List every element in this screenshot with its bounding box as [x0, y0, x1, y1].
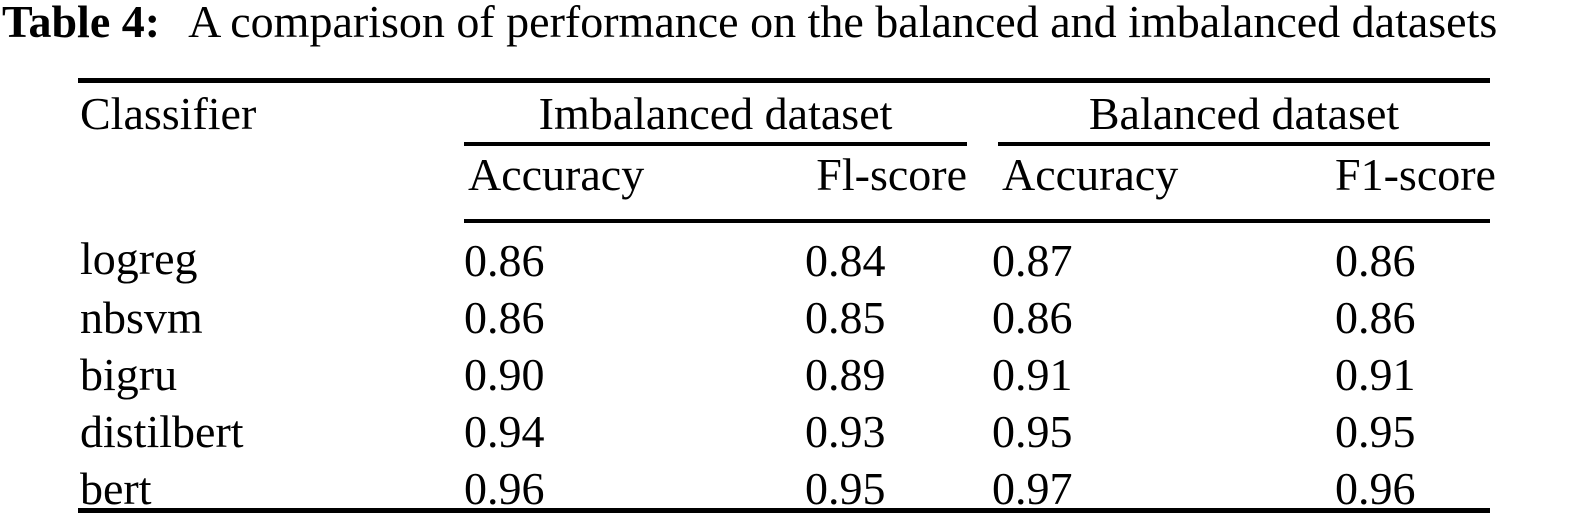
balanced-accuracy-value: 0.97 [992, 463, 1073, 514]
classifier-name: bert [80, 463, 152, 514]
imbalanced-accuracy-value: 0.86 [464, 292, 545, 343]
imbalanced-accuracy-header: Accuracy [464, 146, 805, 223]
balanced-group-label: Balanced dataset [998, 83, 1491, 146]
group-header-row: Classifier Imbalanced dataset Balanced d… [78, 81, 1491, 146]
results-table-body: logreg 0.86 0.84 0.87 0.86 nbsvm 0.86 0.… [78, 221, 1490, 514]
results-table: Classifier Imbalanced dataset Balanced d… [78, 78, 1496, 514]
table-caption-label: Table 4: [2, 0, 161, 47]
table-row-nbsvm: nbsvm 0.86 0.85 0.86 0.86 [78, 280, 1490, 343]
sub-header-row: Accuracy Fl-score Accuracy F1-score [78, 146, 1496, 223]
table-caption-text: A comparison of performance on the balan… [188, 0, 1498, 47]
table-row-distilbert: distilbert 0.94 0.93 0.95 0.95 [78, 394, 1490, 457]
balanced-f1-value: 0.86 [1335, 292, 1416, 343]
classifier-name: logreg [80, 233, 198, 284]
balanced-group-header-cell: Balanced dataset [992, 81, 1491, 146]
table-row-bigru: bigru 0.90 0.89 0.91 0.91 [78, 337, 1490, 400]
table-caption: Table 4: A comparison of performance on t… [2, 0, 1497, 50]
imbalanced-f1-value: 0.93 [805, 406, 886, 457]
imbalanced-group-label: Imbalanced dataset [464, 83, 968, 146]
imbalanced-accuracy-value: 0.86 [464, 235, 545, 286]
classifier-name: nbsvm [80, 292, 203, 343]
classifier-name: distilbert [80, 406, 244, 457]
balanced-accuracy-value: 0.91 [992, 349, 1073, 400]
balanced-f1-header: F1-score [1335, 146, 1496, 223]
classifier-column-header: Classifier [80, 88, 257, 139]
imbalanced-f1-header: Fl-score [805, 146, 993, 223]
results-table-header: Classifier Imbalanced dataset Balanced d… [78, 81, 1496, 223]
balanced-f1-value: 0.96 [1335, 463, 1416, 514]
imbalanced-f1-value: 0.84 [805, 235, 886, 286]
balanced-f1-value: 0.91 [1335, 349, 1416, 400]
imbalanced-accuracy-value: 0.94 [464, 406, 545, 457]
imbalanced-f1-value: 0.85 [805, 292, 886, 343]
imbalanced-accuracy-value: 0.96 [464, 463, 545, 514]
balanced-f1-value: 0.86 [1335, 235, 1416, 286]
balanced-accuracy-header: Accuracy [992, 146, 1336, 223]
imbalanced-accuracy-value: 0.90 [464, 349, 545, 400]
table-row-logreg: logreg 0.86 0.84 0.87 0.86 [78, 221, 1490, 286]
imbalanced-f1-value: 0.89 [805, 349, 886, 400]
balanced-accuracy-value: 0.87 [992, 235, 1073, 286]
balanced-accuracy-value: 0.86 [992, 292, 1073, 343]
classifier-name: bigru [80, 349, 178, 400]
balanced-accuracy-value: 0.95 [992, 406, 1073, 457]
balanced-f1-value: 0.95 [1335, 406, 1416, 457]
imbalanced-group-header-cell: Imbalanced dataset [464, 81, 992, 146]
imbalanced-f1-value: 0.95 [805, 463, 886, 514]
table-row-bert: bert 0.96 0.95 0.97 0.96 [78, 451, 1490, 514]
